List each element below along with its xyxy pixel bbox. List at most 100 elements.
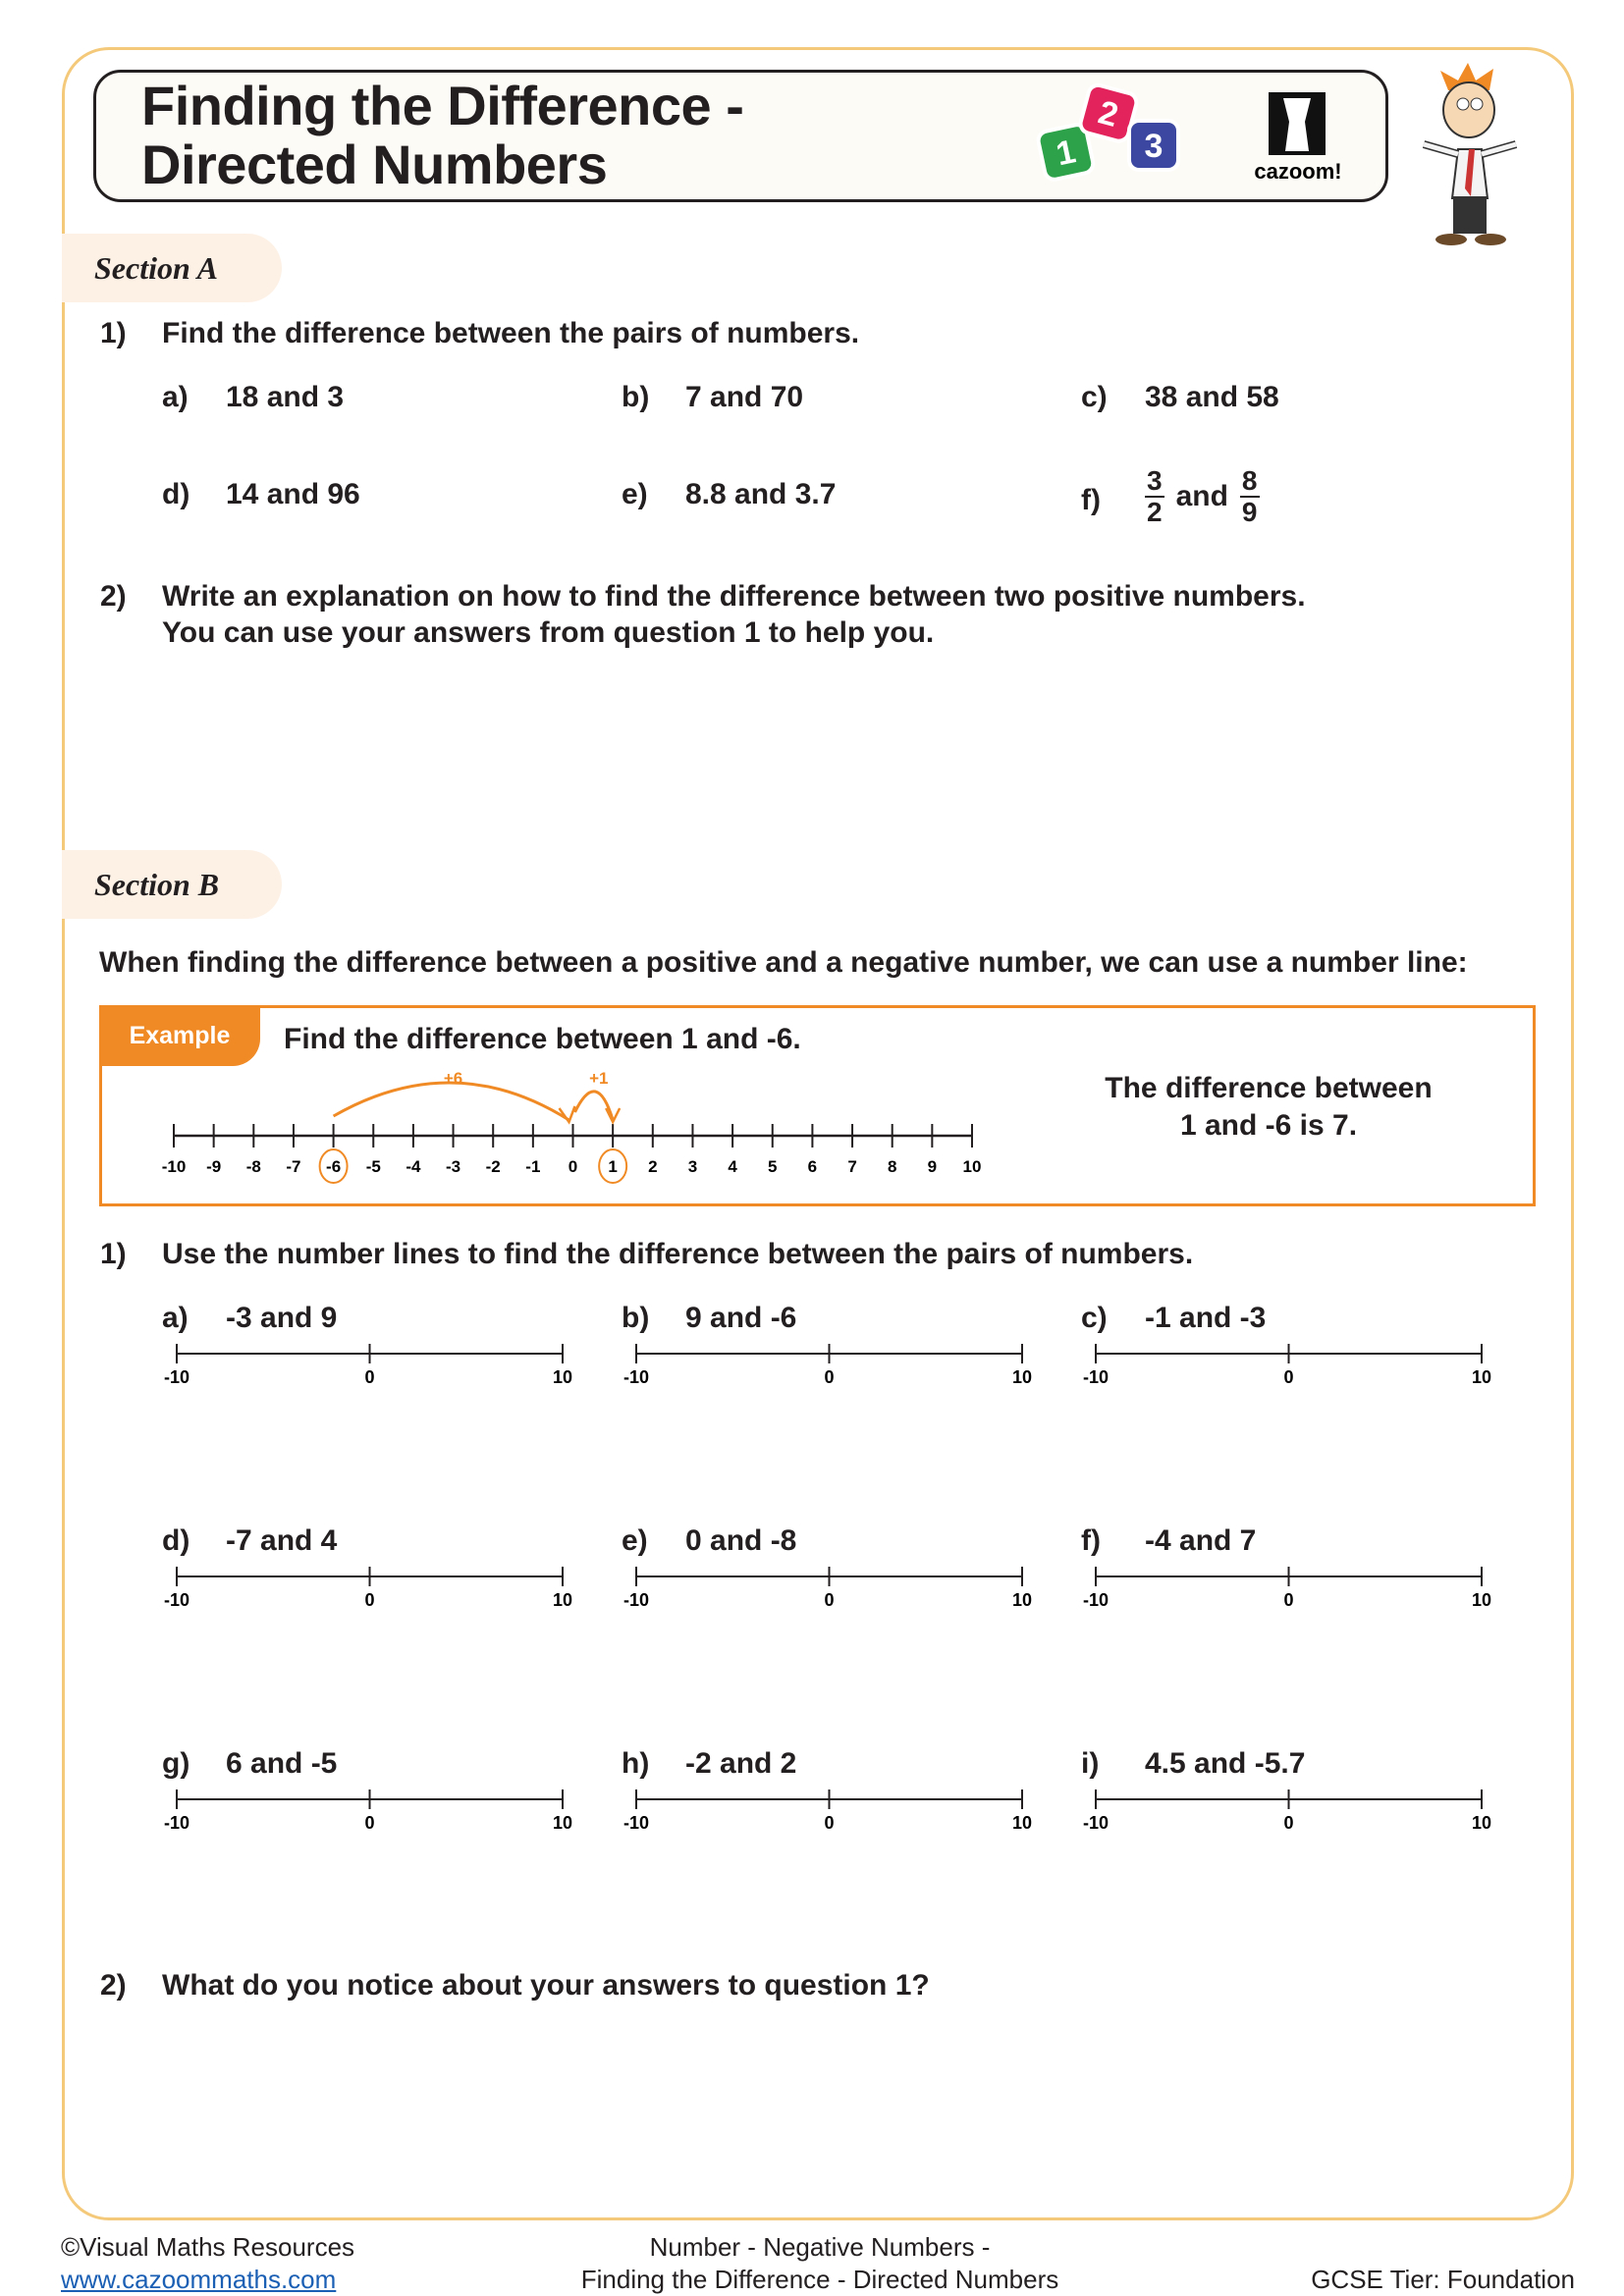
answer-number-line: -10 0 10 (164, 1344, 572, 1387)
tick-label: -6 (326, 1157, 341, 1176)
b-q2-text: What do you notice about your answers to… (162, 1969, 930, 2002)
title-line-1: Finding the Difference - (141, 75, 744, 136)
a-q1-item-label: d) (162, 478, 190, 510)
blocks-123-logo: 1 2 3 (1036, 83, 1180, 182)
b-q1-item-label: d) (162, 1524, 190, 1557)
example-question: Find the difference between 1 and -6. (284, 1023, 801, 1055)
b-q1-item-label: f) (1081, 1524, 1101, 1557)
tick-label: 0 (364, 1590, 374, 1610)
tick-label: 10 (553, 1590, 572, 1610)
answer-number-line: -10 0 10 (1083, 1789, 1491, 1833)
answer-line-2: 1 and -6 is 7. (1179, 1109, 1358, 1142)
arrow-head (605, 1107, 622, 1125)
example-answer: The difference between 1 and -6 is 7. (1072, 1070, 1465, 1145)
tick-label: 0 (824, 1813, 834, 1833)
tick-label: -3 (446, 1157, 460, 1176)
a-q1-item-value: 7 and 70 (685, 381, 804, 413)
a-q1-item-label: a) (162, 381, 189, 413)
tick-label: -9 (206, 1157, 221, 1176)
jump-arc-6 (332, 1081, 570, 1122)
tick-label: -2 (486, 1157, 501, 1176)
tick-label: 10 (1012, 1590, 1032, 1610)
numerator: 3 (1145, 465, 1164, 498)
b-q1-item-value: -7 and 4 (226, 1524, 338, 1557)
footer-link[interactable]: www.cazoommaths.com (61, 2265, 337, 2294)
a-q2-line2: You can use your answers from question 1… (162, 616, 935, 649)
b-intro: When finding the difference between a po… (99, 946, 1468, 979)
b-q1-item-label: c) (1081, 1302, 1108, 1334)
tick-label: 10 (1012, 1813, 1032, 1833)
tick-label: 3 (688, 1157, 697, 1176)
a-q1-text: Find the difference between the pairs of… (162, 317, 860, 349)
tick-label: 4 (728, 1157, 737, 1176)
answer-number-line: -10 0 10 (623, 1789, 1032, 1833)
a-q1-item-value: 8.8 and 3.7 (685, 478, 837, 510)
tick-label: 7 (847, 1157, 856, 1176)
section-b-tab: Section B (62, 850, 282, 919)
page-title: Finding the Difference - Directed Numbers (141, 75, 744, 195)
footer-tier: GCSE Tier: Foundation (1311, 2265, 1575, 2294)
tick-label: -10 (1083, 1590, 1109, 1610)
svg-text:cazoom!: cazoom! (1254, 159, 1341, 184)
tick-label: 1 (608, 1157, 617, 1176)
tick-label: 9 (928, 1157, 937, 1176)
circled-value (318, 1148, 349, 1184)
b-q1-item-label: a) (162, 1302, 189, 1334)
b-q1-item-value: 6 and -5 (226, 1747, 338, 1780)
answer-number-line: -10 0 10 (623, 1344, 1032, 1387)
a-q1-number: 1) (100, 317, 127, 349)
b-q1-number: 1) (100, 1238, 127, 1270)
jump-label-6: +6 (444, 1069, 462, 1088)
a-q1-f-label: f) (1081, 484, 1101, 516)
section-a-tab: Section A (62, 234, 282, 302)
b-q1-item-value: 9 and -6 (685, 1302, 797, 1334)
tick-label: -1 (525, 1157, 540, 1176)
tick-label: -4 (406, 1157, 421, 1176)
b-q1-item-value: -3 and 9 (226, 1302, 338, 1334)
tick-label: 10 (553, 1367, 572, 1387)
b-q1-item-label: h) (622, 1747, 650, 1780)
tick-label: 10 (1012, 1367, 1032, 1387)
b-q1-item-label: b) (622, 1302, 650, 1334)
a-q1-item-label: b) (622, 381, 650, 413)
a-q1-item-value: 38 and 58 (1145, 381, 1279, 413)
answer-number-line: -10 0 10 (1083, 1344, 1491, 1387)
answer-line-1: The difference between (1105, 1072, 1433, 1104)
b-q1-item-label: g) (162, 1747, 190, 1780)
tick-label: -10 (623, 1367, 649, 1387)
tick-label: 0 (824, 1590, 834, 1610)
tick-label: -7 (286, 1157, 300, 1176)
tick-label: -10 (162, 1157, 187, 1176)
b-q1-item-value: -2 and 2 (685, 1747, 797, 1780)
b-q1-item-label: i) (1081, 1747, 1100, 1780)
jump-arc-1 (573, 1090, 615, 1121)
tick-label: -10 (623, 1813, 649, 1833)
tick-label: -10 (1083, 1367, 1109, 1387)
example-number-line: -10 -9 -8 -7 -6 -5 -4 -3 -2 -1 0 1 2 3 4 5 6 7 8 9 10+6 +1 (162, 1069, 982, 1184)
footer-topic-line1: Number - Negative Numbers - (649, 2232, 991, 2262)
tick-label: 5 (768, 1157, 777, 1176)
b-q1-text: Use the number lines to find the differe… (162, 1238, 1194, 1270)
tick-label: 10 (1472, 1367, 1491, 1387)
tick-label: 10 (963, 1157, 982, 1176)
a-q2-number: 2) (100, 580, 127, 613)
tick-label: 10 (1472, 1813, 1491, 1833)
example-box (99, 1005, 1536, 1206)
tick-label: 0 (364, 1367, 374, 1387)
circled-value (598, 1148, 628, 1184)
tick-label: 0 (1283, 1367, 1293, 1387)
tick-label: 6 (808, 1157, 817, 1176)
page-frame (62, 47, 1574, 2220)
b-q2-number: 2) (100, 1969, 127, 2002)
answer-number-line: -10 0 10 (1083, 1567, 1491, 1610)
tick-label: -10 (164, 1367, 189, 1387)
title-line-2: Directed Numbers (141, 133, 608, 195)
tick-label: 2 (648, 1157, 657, 1176)
a-q1-item-label: e) (622, 478, 648, 510)
b-q1-item-label: e) (622, 1524, 648, 1557)
a-q1-item-value: 18 and 3 (226, 381, 345, 413)
a-q1-item-value: 14 and 96 (226, 478, 360, 510)
answer-number-line: -10 0 10 (164, 1567, 572, 1610)
tick-label: -10 (623, 1590, 649, 1610)
